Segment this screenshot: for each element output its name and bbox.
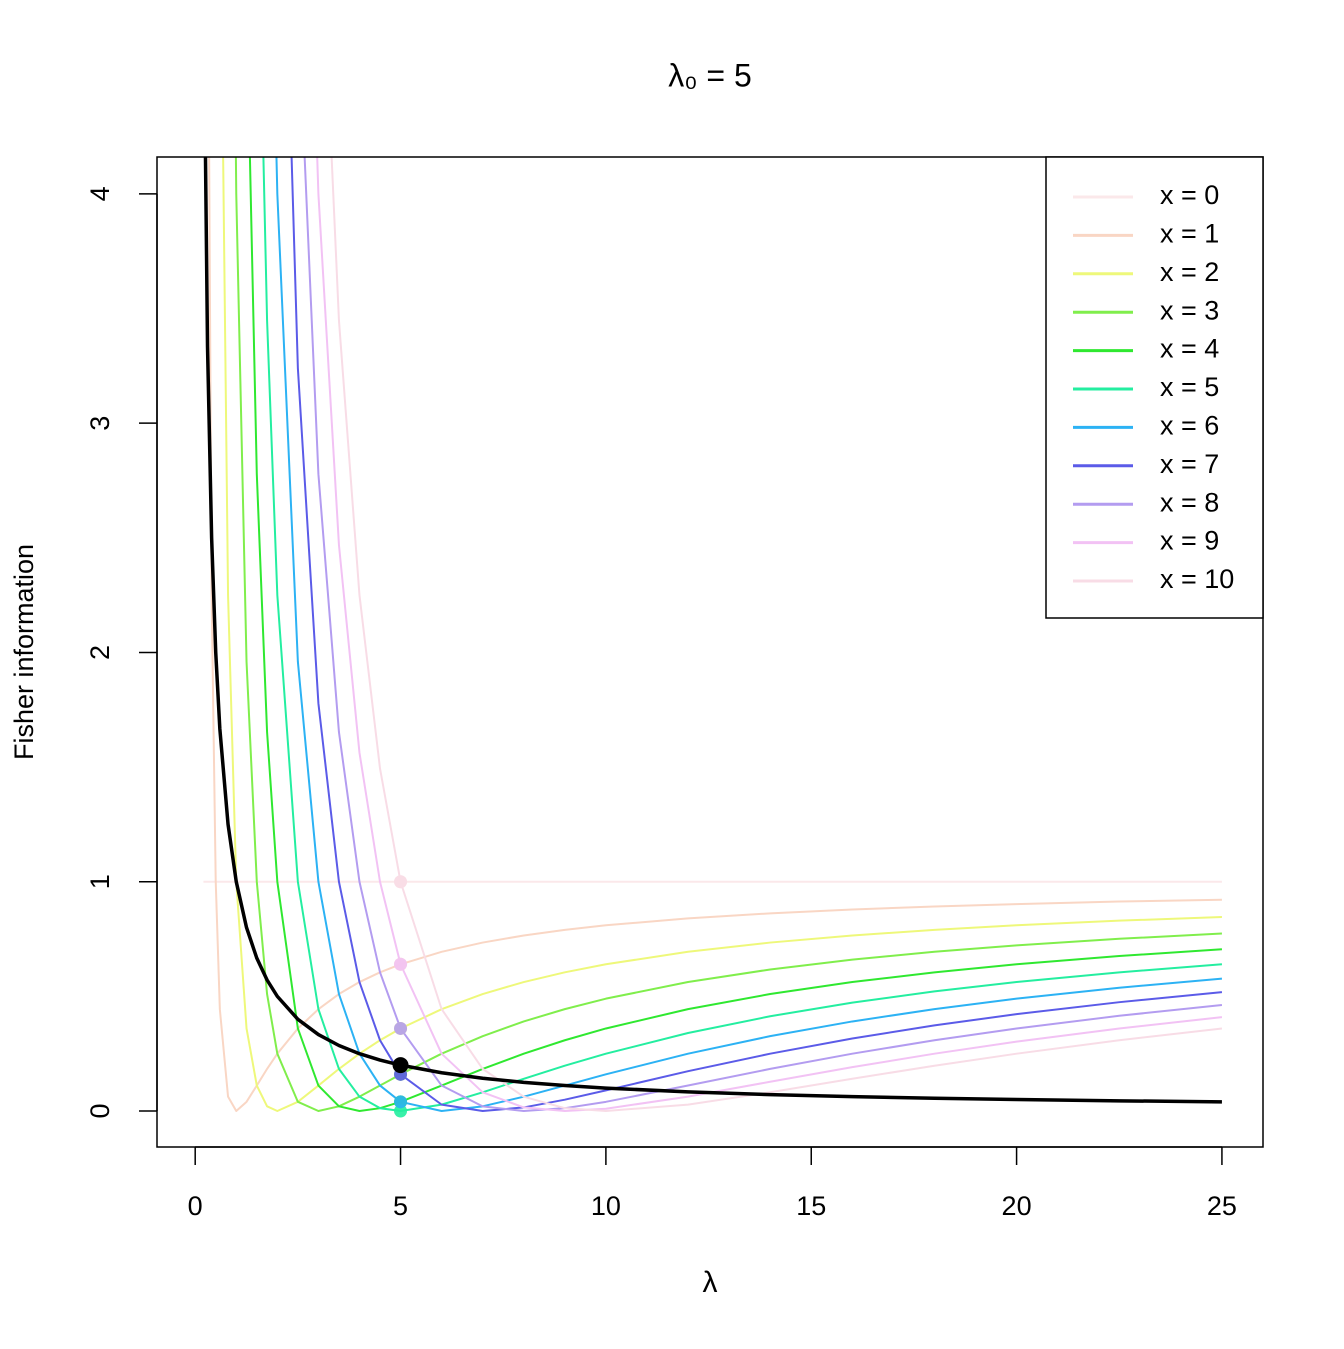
point (394, 957, 408, 971)
series-line (316, 157, 1223, 1112)
legend-label: x = 4 (1160, 334, 1219, 364)
legend-label: x = 9 (1160, 526, 1219, 556)
chart-title: λ₀ = 5 (668, 57, 752, 93)
x-tick-label: 0 (188, 1191, 203, 1221)
legend-label: x = 3 (1160, 295, 1219, 325)
y-tick-label: 4 (85, 186, 115, 201)
series-line (290, 157, 1223, 1112)
legend-label: x = 7 (1160, 449, 1219, 479)
legend-label: x = 8 (1160, 487, 1219, 517)
x-tick-label: 5 (393, 1191, 408, 1221)
point (394, 1104, 408, 1118)
x-tick-label: 10 (591, 1191, 621, 1221)
x-tick-label: 15 (796, 1191, 826, 1221)
legend-label: x = 0 (1160, 180, 1219, 210)
point (394, 1095, 408, 1109)
series-line (330, 157, 1223, 1112)
legend-label: x = 1 (1160, 219, 1219, 249)
y-tick-label: 3 (85, 416, 115, 431)
x-axis-label: λ (703, 1266, 718, 1299)
x-tick-label: 20 (1002, 1191, 1032, 1221)
legend-label: x = 10 (1160, 564, 1234, 594)
y-tick-label: 2 (85, 645, 115, 660)
point (394, 875, 408, 889)
y-tick-label: 1 (85, 874, 115, 889)
series-line (248, 157, 1222, 1112)
series-line (203, 157, 1222, 1104)
y-axis-label: Fisher information (9, 544, 39, 760)
x-tick-label: 25 (1207, 1191, 1237, 1221)
point (392, 1057, 409, 1074)
legend-label: x = 6 (1160, 411, 1219, 441)
series-line (262, 157, 1223, 1112)
series-line (303, 157, 1223, 1112)
y-tick-label: 0 (85, 1103, 115, 1118)
legend-label: x = 2 (1160, 257, 1219, 287)
legend-label: x = 5 (1160, 372, 1219, 402)
plot-area (203, 157, 1223, 1118)
point (394, 1021, 408, 1035)
